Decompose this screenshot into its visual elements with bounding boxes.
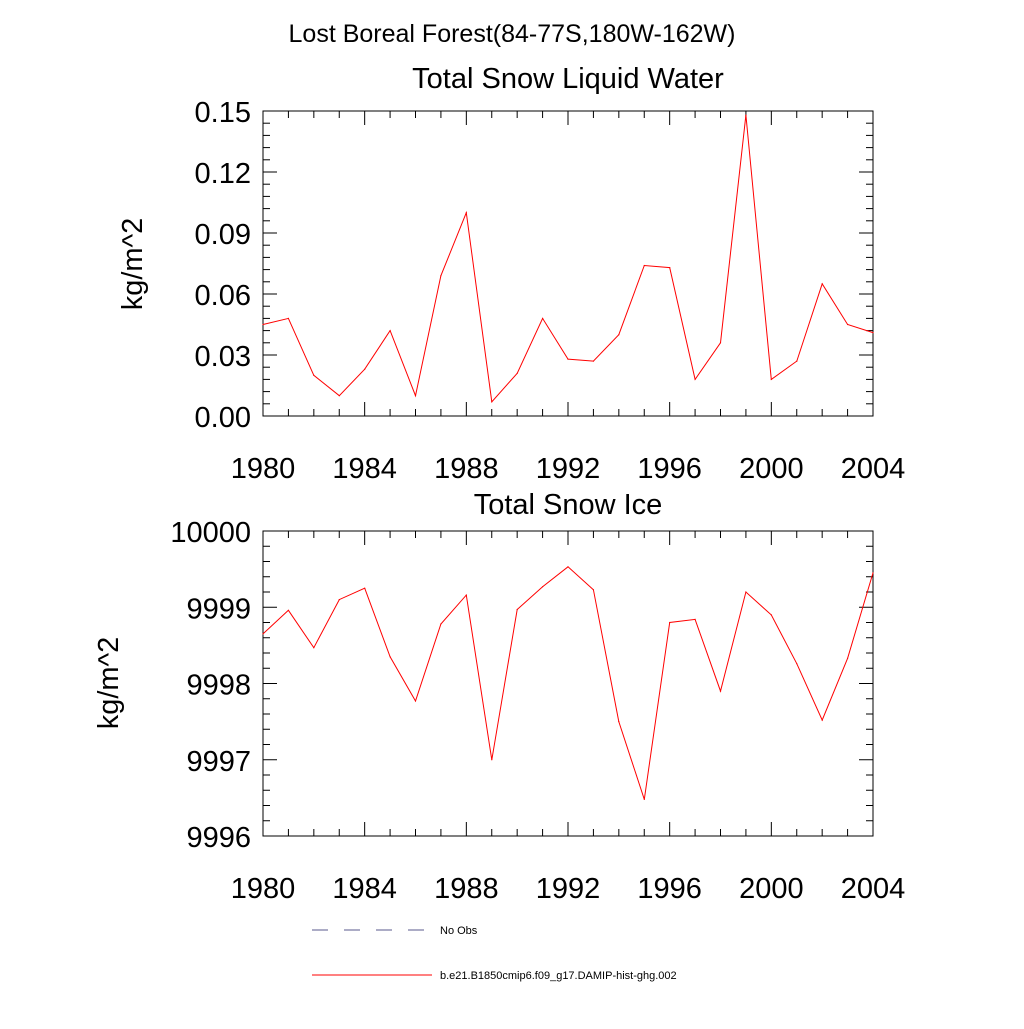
data-point (465, 594, 467, 596)
panel-snow-ice: Total Snow Ice kg/m^2 1980 1984 1988 1992 19… (93, 489, 905, 905)
data-point (745, 114, 747, 116)
x-tick-label: 1992 (536, 873, 601, 905)
data-point (287, 609, 289, 611)
data-point (313, 647, 315, 649)
data-point (364, 587, 366, 589)
data-point (694, 618, 696, 621)
x-tick-label: 2004 (841, 873, 906, 905)
data-point (313, 374, 315, 376)
data-point (643, 264, 645, 267)
plot-frame (262, 530, 874, 837)
x-tick-label: 1980 (231, 453, 296, 485)
x-tick-label: 1996 (637, 453, 702, 485)
data-point (796, 360, 798, 362)
plot-frame (262, 110, 874, 417)
data-point (414, 700, 417, 702)
data-point (719, 690, 722, 692)
data-point (465, 212, 467, 214)
data-point (567, 566, 569, 568)
data-point (262, 633, 264, 635)
y-tick-label: 9999 (186, 593, 251, 625)
x-tick-label: 1980 (231, 873, 296, 905)
y-tick-label: 0.00 (195, 402, 251, 434)
x-tick-label: 1992 (536, 453, 601, 485)
x-tick-label: 2000 (739, 453, 804, 485)
legend-label-no-obs: No Obs (440, 925, 478, 937)
y-tick-label: 9997 (186, 746, 251, 778)
y-tick-label: 9998 (186, 670, 251, 702)
x-tick-label: 2004 (841, 453, 906, 485)
data-point (542, 317, 544, 319)
data-point (440, 275, 442, 277)
data-point (592, 360, 595, 362)
y-tick-label: 10000 (170, 517, 251, 549)
data-point (872, 572, 874, 574)
data-point (694, 378, 696, 380)
x-tick-label: 1984 (332, 873, 397, 905)
data-point (796, 663, 798, 665)
data-point (338, 395, 340, 397)
data-point (516, 372, 518, 374)
data-point (287, 317, 289, 319)
data-point (872, 332, 874, 334)
data-point (618, 334, 620, 336)
figure-title: Lost Boreal Forest(84-77S,180W-162W) (289, 20, 736, 48)
data-point (643, 798, 645, 801)
data-point (745, 591, 747, 593)
data-point (770, 614, 772, 616)
data-point (669, 267, 671, 269)
data-point (389, 330, 391, 332)
data-point (669, 621, 671, 624)
data-point (491, 401, 493, 403)
data-point (440, 623, 442, 625)
data-point (491, 759, 493, 761)
x-tick-label: 1984 (332, 453, 397, 485)
legend: No Obs b.e21.B1850cmip6.f09_g17.DAMIP-hi… (312, 925, 677, 982)
y-tick-label: 0.06 (195, 280, 251, 312)
data-point (618, 721, 620, 723)
data-point (567, 358, 569, 360)
x-tick-label: 1988 (434, 873, 499, 905)
panel-title: Total Snow Liquid Water (412, 63, 724, 95)
data-point (821, 283, 823, 285)
series-line (262, 566, 874, 800)
data-point (516, 608, 518, 611)
data-point (542, 586, 544, 588)
data-point (821, 719, 823, 721)
x-tick-label: 1996 (637, 873, 702, 905)
data-point (414, 395, 417, 397)
y-tick-label: 0.12 (195, 158, 251, 190)
data-point (847, 657, 849, 659)
data-point (338, 599, 340, 601)
x-tick-label: 1988 (434, 453, 499, 485)
data-point (364, 368, 366, 370)
y-tick-label: 9996 (186, 822, 251, 854)
y-tick-label: 0.03 (195, 341, 251, 373)
y-tick-label: 0.09 (195, 219, 251, 251)
data-point (389, 656, 391, 658)
panel-snow-liquid-water: Total Snow Liquid Water kg/m^2 1980 1984 1… (117, 63, 905, 485)
legend-label-model: b.e21.B1850cmip6.f09_g17.DAMIP-hist-ghg.… (440, 970, 677, 982)
y-tick-label: 0.15 (195, 97, 251, 129)
panel-title: Total Snow Ice (474, 489, 663, 521)
data-point (592, 589, 595, 591)
data-point (847, 323, 849, 326)
x-tick-label: 2000 (739, 873, 804, 905)
data-point (262, 323, 264, 326)
y-axis-label: kg/m^2 (93, 637, 125, 730)
y-axis-label: kg/m^2 (117, 218, 149, 311)
data-point (770, 378, 772, 380)
data-point (719, 342, 722, 344)
